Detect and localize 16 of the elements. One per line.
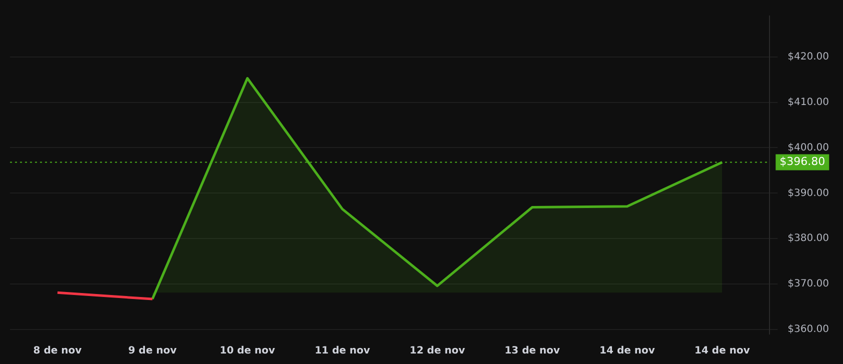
- y-tick-label: $380.00: [788, 233, 830, 244]
- y-tick-label: $370.00: [788, 278, 830, 290]
- y-tick-label: $400.00: [788, 142, 830, 154]
- x-tick-label: 9 de nov: [128, 346, 178, 357]
- x-tick-label: 13 de nov: [504, 346, 560, 357]
- x-tick-label: 8 de nov: [33, 346, 82, 357]
- y-tick-label: $390.00: [788, 188, 830, 199]
- y-tick-label: $360.00: [788, 324, 830, 336]
- x-tick-label: 14 de nov: [694, 346, 750, 357]
- x-tick-label: 12 de nov: [410, 346, 466, 357]
- y-tick-label: $410.00: [788, 96, 830, 108]
- ref-line-label: $396.80: [780, 155, 826, 168]
- y-tick-label: $420.00: [788, 51, 830, 62]
- x-tick-label: 11 de nov: [314, 346, 370, 357]
- x-tick-label: 14 de nov: [600, 346, 656, 357]
- x-tick-label: 10 de nov: [220, 346, 276, 357]
